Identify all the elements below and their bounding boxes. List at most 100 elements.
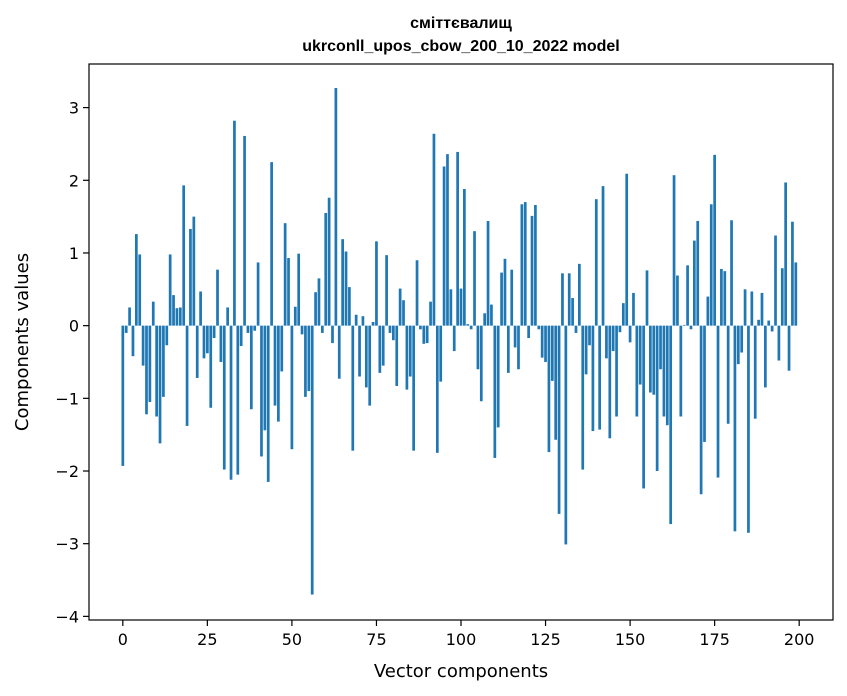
bar: [523, 202, 527, 326]
bar: [249, 325, 253, 410]
bar: [632, 292, 635, 326]
bar: [195, 325, 199, 378]
bar: [557, 325, 561, 514]
bar: [158, 325, 162, 444]
bar: [736, 325, 740, 365]
bar: [317, 278, 321, 326]
bar: [635, 325, 639, 417]
bar: [354, 314, 358, 326]
bar: [351, 325, 355, 451]
bar: [260, 325, 263, 457]
x-tick-label: 75: [366, 630, 386, 649]
bar: [246, 325, 250, 333]
bar: [134, 234, 138, 326]
bar: [178, 307, 182, 326]
bar: [229, 325, 233, 480]
bar: [682, 324, 686, 326]
bar: [307, 325, 311, 392]
bar: [395, 325, 399, 386]
bar: [473, 231, 476, 326]
bar: [165, 325, 169, 346]
bar: [331, 325, 334, 344]
bar: [723, 271, 727, 326]
bar: [168, 254, 172, 326]
bar: [368, 325, 372, 406]
bar: [794, 262, 798, 326]
y-tick-label: −1: [55, 389, 79, 408]
bar: [608, 325, 612, 439]
bar: [510, 269, 514, 326]
x-tick-label: 100: [446, 630, 477, 649]
bar: [300, 325, 304, 335]
x-axis-ticks: 0 25 50 75 100 125 150 175 200: [118, 620, 814, 649]
bar: [256, 262, 260, 326]
bar: [320, 325, 324, 333]
bar: [449, 289, 453, 326]
bar: [297, 253, 301, 326]
bar: [676, 275, 679, 326]
bar: [777, 325, 781, 361]
bar: [219, 325, 223, 362]
bar: [483, 313, 487, 326]
chart-title-line2: ukrconll_upos_cbow_200_10_2022 model: [302, 38, 619, 55]
bar: [764, 325, 767, 388]
bar: [493, 325, 497, 458]
bar: [774, 235, 777, 326]
bar: [293, 306, 297, 326]
bar: [456, 151, 459, 326]
bar: [277, 325, 280, 422]
bar: [412, 325, 416, 451]
bar: [452, 325, 456, 352]
bar: [520, 204, 524, 326]
bar: [287, 258, 290, 326]
y-tick-label: −2: [55, 462, 79, 481]
bar: [405, 325, 409, 390]
bar: [540, 325, 544, 358]
bar: [621, 303, 625, 326]
bar: [439, 325, 443, 382]
bar: [432, 133, 436, 326]
y-tick-label: 2: [69, 171, 79, 190]
bar: [216, 269, 219, 326]
bar: [615, 325, 618, 417]
bar: [490, 304, 493, 326]
bar: [574, 325, 578, 333]
bar: [199, 291, 202, 326]
bar: [155, 325, 158, 417]
bar: [429, 301, 432, 326]
bar: [696, 220, 700, 326]
bar: [466, 324, 470, 326]
bar: [709, 204, 713, 326]
x-axis-label: Vector components: [374, 661, 548, 682]
bar: [787, 325, 791, 371]
bar: [222, 325, 226, 470]
bar: [760, 292, 764, 326]
bar: [591, 325, 595, 432]
bar: [740, 325, 744, 353]
bar: [662, 325, 666, 417]
bar: [733, 325, 737, 532]
bar: [172, 295, 175, 326]
bar: [202, 325, 206, 359]
bar: [567, 273, 571, 326]
bar: [571, 298, 574, 326]
bar: [324, 212, 328, 326]
bar: [371, 322, 375, 326]
bar: [550, 325, 554, 381]
bar: [672, 175, 676, 326]
bar: [263, 325, 267, 431]
bar: [665, 325, 669, 426]
bar: [392, 325, 395, 341]
bar: [496, 325, 500, 428]
bar: [273, 325, 277, 406]
bar: [344, 251, 348, 326]
bar: [503, 258, 507, 326]
bar: [561, 273, 564, 326]
bar: [128, 307, 131, 326]
bar: [649, 325, 652, 393]
bar: [476, 325, 480, 370]
bar: [358, 325, 361, 377]
bar: [266, 325, 270, 482]
bar: [435, 325, 439, 453]
bar: [189, 228, 192, 326]
